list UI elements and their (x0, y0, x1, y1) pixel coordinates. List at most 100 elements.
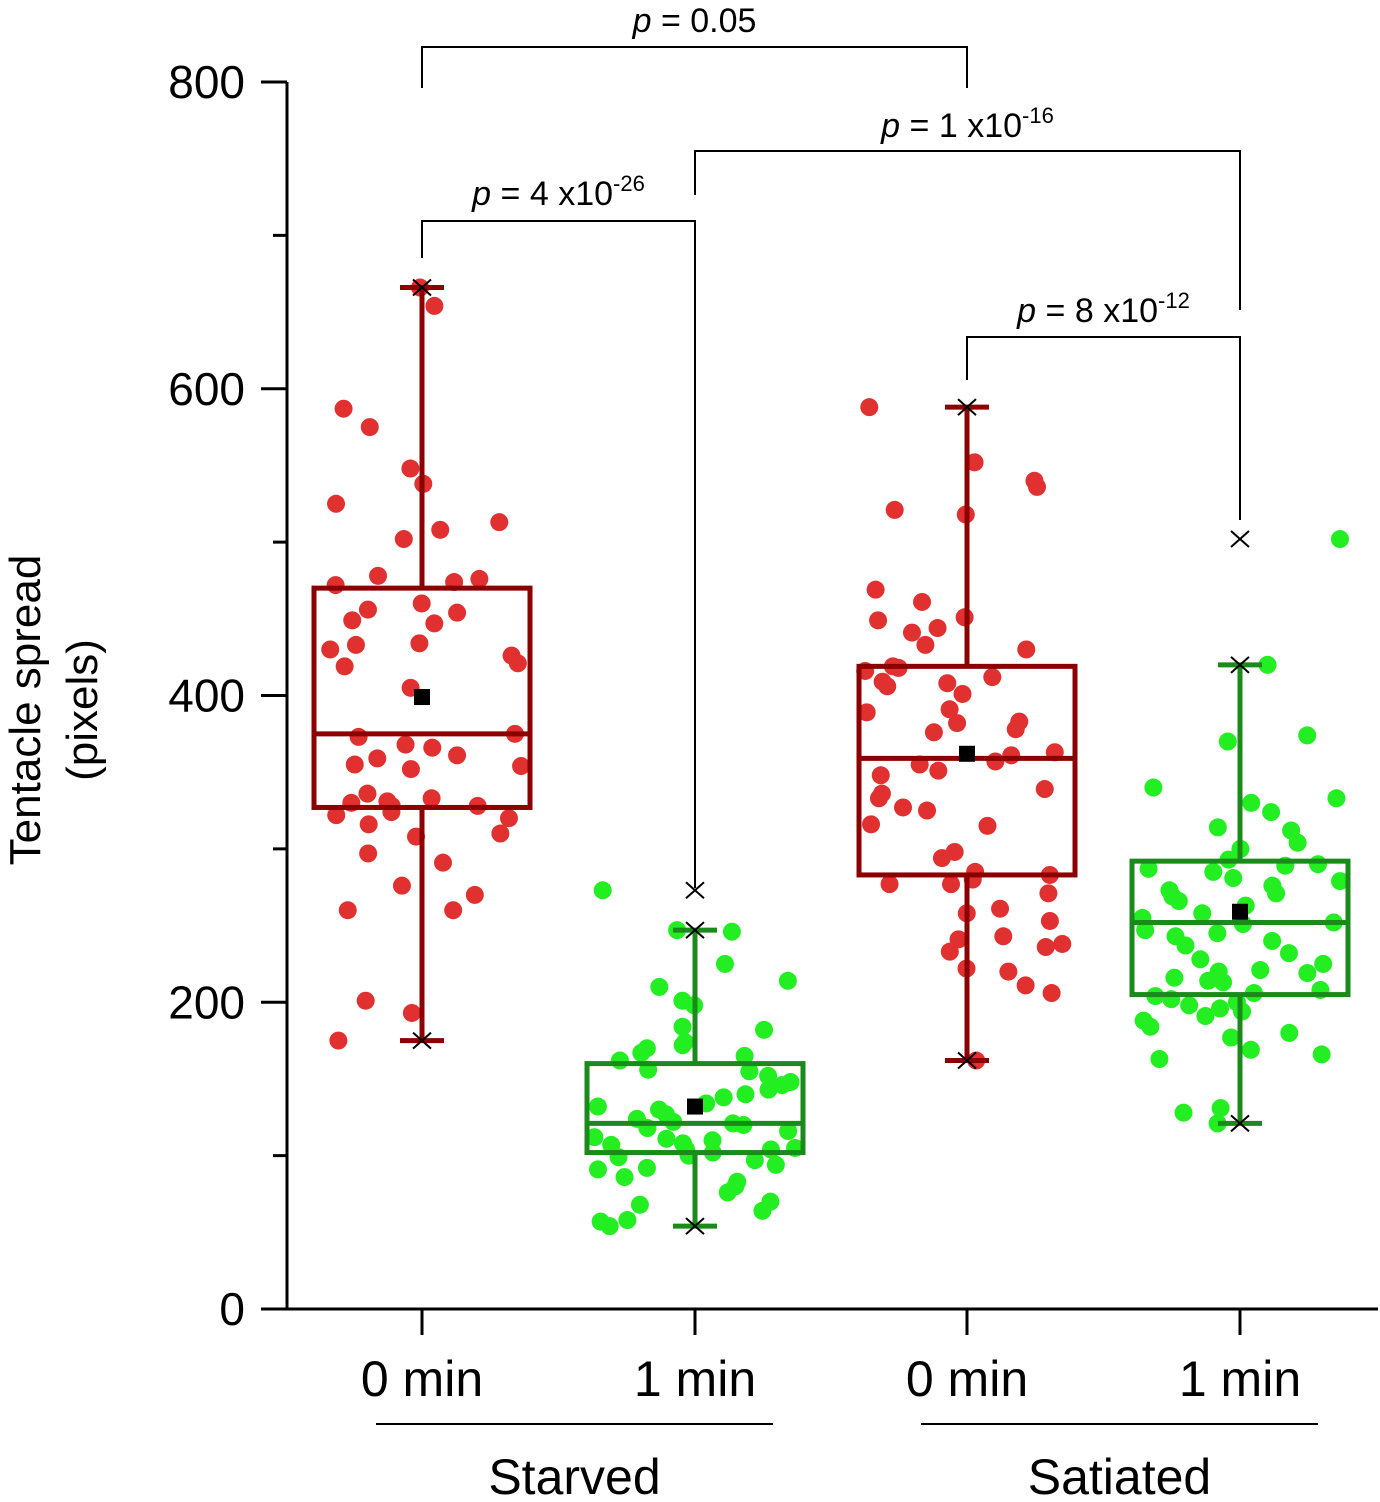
data-point (423, 738, 442, 757)
data-point (368, 749, 387, 768)
data-point (444, 901, 463, 920)
data-point (1036, 938, 1055, 957)
data-point (1211, 999, 1230, 1018)
box-2 (856, 398, 1078, 1070)
data-point (745, 1151, 764, 1170)
data-point (448, 603, 467, 622)
data-point (1241, 1040, 1260, 1059)
data-point (869, 789, 888, 808)
data-point (588, 1097, 607, 1116)
data-point (349, 727, 368, 746)
data-point (948, 714, 967, 733)
data-point (759, 1066, 778, 1085)
extreme-marker (1230, 1114, 1250, 1133)
significance-bracket (694, 150, 1241, 310)
data-point (894, 798, 913, 817)
data-point (412, 594, 431, 613)
data-point (740, 1062, 759, 1081)
data-point (773, 1076, 792, 1095)
data-point (359, 844, 378, 863)
data-point (1136, 921, 1155, 940)
data-point (1016, 976, 1035, 995)
data-point (714, 1088, 733, 1107)
data-point (422, 789, 441, 808)
data-point (615, 1168, 634, 1187)
data-point (1314, 954, 1333, 973)
data-point (585, 1128, 604, 1147)
data-points (321, 278, 1350, 1236)
data-point (880, 875, 899, 894)
data-point (1211, 1099, 1230, 1118)
data-point (512, 757, 531, 776)
data-point (1199, 971, 1218, 990)
data-point (940, 700, 959, 719)
mean-marker (1232, 903, 1248, 920)
data-point (326, 576, 345, 595)
x-category-label: 0 min (361, 1351, 483, 1407)
labels: Tentacle spread (pixels) 0 min 1 min Starv… (1, 555, 1318, 1502)
data-point (402, 1003, 421, 1022)
data-point (1312, 1045, 1331, 1064)
extreme-marker (412, 1031, 432, 1050)
data-point (1193, 904, 1212, 923)
data-point (632, 1043, 651, 1062)
data-point (1017, 640, 1036, 659)
data-point (600, 1217, 619, 1236)
data-point (1035, 780, 1054, 799)
data-point (1298, 726, 1317, 745)
data-point (1251, 961, 1270, 980)
data-point (327, 806, 346, 825)
data-point (918, 801, 937, 820)
data-point (965, 453, 984, 472)
data-point (941, 875, 960, 894)
data-point (345, 755, 364, 774)
data-point (902, 623, 921, 642)
data-point (657, 1129, 676, 1148)
extreme-marker (1230, 530, 1250, 548)
data-point (1208, 924, 1227, 943)
data-point (913, 592, 932, 611)
extreme-marker (685, 881, 705, 900)
data-point (755, 1020, 774, 1039)
boxes (311, 278, 1351, 1235)
data-point (593, 881, 612, 900)
data-point (610, 1051, 629, 1070)
data-point (394, 530, 413, 549)
data-point (1204, 862, 1223, 881)
data-point (753, 1201, 772, 1220)
data-point (778, 971, 797, 990)
box-3 (1129, 530, 1351, 1133)
data-point (434, 853, 453, 872)
data-point (491, 824, 510, 843)
data-point (1309, 855, 1328, 874)
y-tick-label: 400 (168, 670, 245, 722)
data-point (425, 614, 444, 633)
y-axis-title-line1: Tentacle spread (1, 555, 50, 866)
extreme-marker (957, 1051, 977, 1070)
data-point (991, 899, 1010, 918)
data-point (1288, 833, 1307, 852)
significance-brackets: p = 0.05 p = 4 x10-26 p = 1 x10-16 p = 8 x1… (421, 2, 1241, 888)
data-point (431, 520, 450, 539)
data-point (869, 611, 888, 630)
data-point (916, 635, 935, 654)
data-point (401, 459, 420, 478)
data-point (359, 815, 378, 834)
data-point (470, 569, 489, 588)
significance-bracket (421, 46, 968, 88)
data-point (1139, 859, 1158, 878)
data-point (425, 296, 444, 315)
data-point (1174, 1103, 1193, 1122)
data-point (999, 962, 1018, 981)
group-label: Satiated (1028, 1449, 1211, 1502)
data-point (878, 677, 897, 696)
data-point (1279, 944, 1298, 963)
data-point (1144, 778, 1163, 797)
data-point (866, 580, 885, 599)
data-point (321, 640, 340, 659)
extreme-marker (685, 921, 705, 939)
data-point (1242, 793, 1261, 812)
data-point (1180, 996, 1199, 1015)
data-point (338, 901, 357, 920)
